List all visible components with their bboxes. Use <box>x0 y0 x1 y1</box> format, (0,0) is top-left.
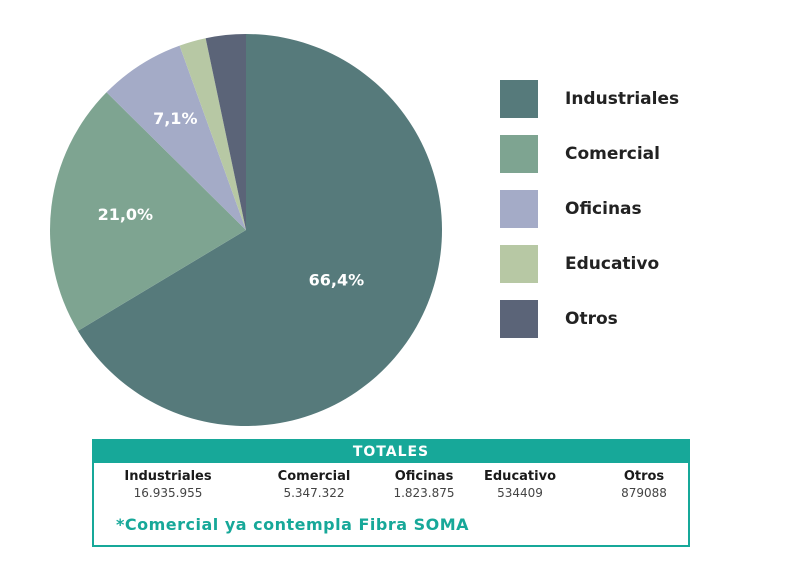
totals-title: TOTALES <box>94 441 688 463</box>
pie-slice-label-industriales: 66,4% <box>309 271 365 290</box>
pie-slice-comercial <box>50 92 247 331</box>
legend-label-otros: Otros <box>565 309 618 329</box>
legend-label-industriales: Industriales <box>565 89 680 109</box>
legend-swatch-comercial <box>500 135 538 173</box>
legend-item-educativo: Educativo <box>500 245 760 283</box>
totals-column-value: 1.823.875 <box>393 486 455 500</box>
totals-column-oficinas: Oficinas 1.823.875 <box>364 469 484 500</box>
pie-slice-educativo <box>179 38 246 230</box>
pie-slice-industriales <box>77 34 442 427</box>
legend-item-comercial: Comercial <box>500 135 760 173</box>
totals-table: TOTALES Industriales 16.935.955 Comercia… <box>92 439 690 547</box>
pie-chart: 66,4% 21,0% 7,1% <box>50 34 442 427</box>
legend-swatch-oficinas <box>500 190 538 228</box>
totals-column-value: 16.935.955 <box>133 486 203 500</box>
legend-label-comercial: Comercial <box>565 144 660 164</box>
totals-column-value: 5.347.322 <box>283 486 345 500</box>
legend-swatch-educativo <box>500 245 538 283</box>
totals-column-name: Comercial <box>277 469 351 484</box>
totals-column-name: Industriales <box>124 469 212 484</box>
legend-swatch-otros <box>500 300 538 338</box>
totals-column-name: Otros <box>623 469 665 484</box>
legend-item-otros: Otros <box>500 300 760 338</box>
legend-item-oficinas: Oficinas <box>500 190 760 228</box>
totals-column-educativo: Educativo 534409 <box>460 469 580 500</box>
pie-slice-label-oficinas: 7,1% <box>153 109 197 128</box>
pie-slice-otros <box>205 34 246 230</box>
legend-label-oficinas: Oficinas <box>565 199 642 219</box>
legend-item-industriales: Industriales <box>500 80 760 118</box>
pie-slice-label-comercial: 21,0% <box>98 205 154 224</box>
legend: Industriales Comercial Oficinas Educativ… <box>500 80 760 355</box>
totals-column-comercial: Comercial 5.347.322 <box>254 469 374 500</box>
totals-column-value: 534409 <box>497 486 543 500</box>
totals-note: *Comercial ya contempla Fibra SOMA <box>116 515 470 534</box>
totals-column-name: Educativo <box>484 469 556 484</box>
totals-column-otros: Otros 879088 <box>584 469 704 500</box>
totals-column-name: Oficinas <box>394 469 454 484</box>
pie-slice-oficinas <box>106 45 247 230</box>
totals-column-industriales: Industriales 16.935.955 <box>108 469 228 500</box>
legend-swatch-industriales <box>500 80 538 118</box>
legend-label-educativo: Educativo <box>565 254 660 274</box>
totals-column-value: 879088 <box>621 486 667 500</box>
